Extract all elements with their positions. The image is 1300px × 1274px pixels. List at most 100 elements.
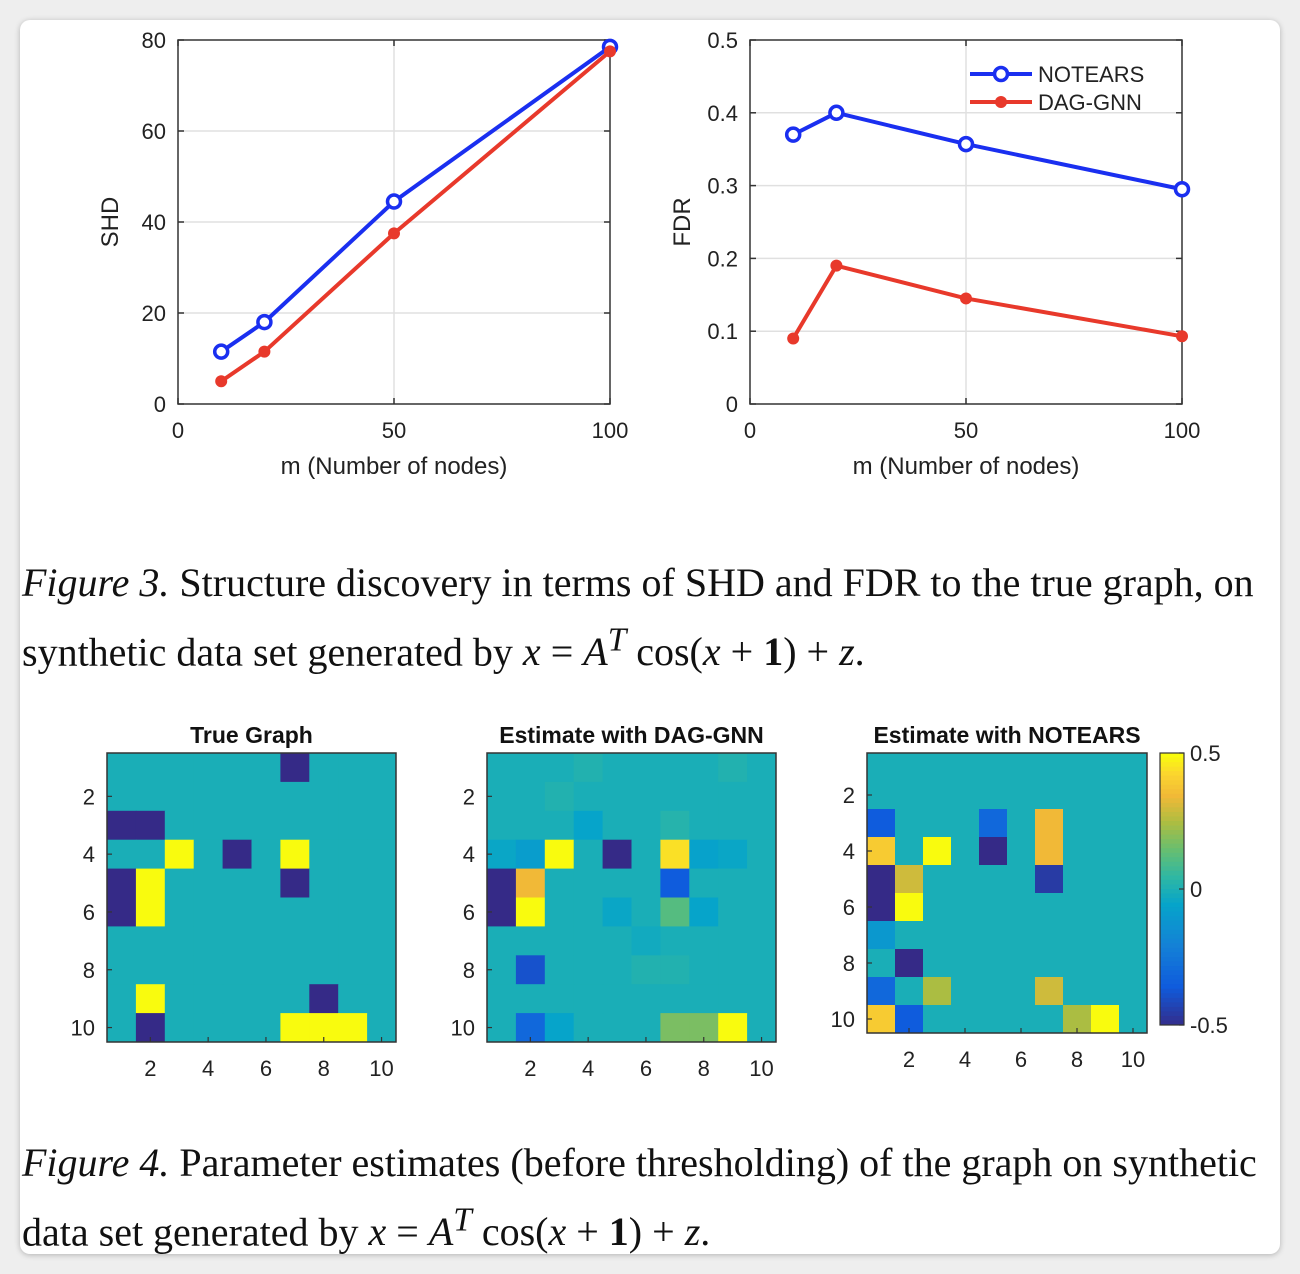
data-point-dag-gnn (604, 45, 616, 58)
colorbar-segment (1160, 816, 1184, 822)
heatmap-cell (251, 781, 281, 812)
heatmap-cell (718, 926, 748, 956)
heatmap-cell (164, 781, 195, 812)
heatmap-cell (338, 1013, 368, 1043)
x-tick-label: 4 (202, 1056, 214, 1081)
x-tick-label: 6 (640, 1056, 652, 1081)
x-tick-label: 4 (582, 1056, 594, 1081)
heatmap-cell (338, 926, 368, 956)
heatmap-cell (338, 984, 368, 1014)
line-chart-1 (177, 38, 619, 405)
heatmap-cell (718, 810, 748, 841)
data-point-dag-gnn (830, 259, 843, 272)
heatmap-cell (689, 955, 719, 985)
heatmap-cell (544, 926, 575, 956)
heatmap-3 (866, 752, 1148, 1034)
data-point-notears (256, 313, 273, 331)
heatmap-cell (631, 839, 661, 870)
heatmap-cell (602, 1013, 632, 1043)
heatmap-cell (1091, 949, 1120, 978)
heatmap-cell (222, 1013, 252, 1043)
heatmap-cell (1035, 1005, 1064, 1034)
heatmap-cell (135, 926, 166, 956)
colorbar-segment (1160, 907, 1184, 913)
heatmap-cell (951, 809, 980, 838)
heatmap-cell (895, 949, 924, 978)
heatmap-cell (1007, 809, 1036, 838)
heatmap-cell (367, 955, 397, 985)
heatmap-cell (222, 753, 252, 783)
heatmap-title: Estimate with NOTEARS (873, 722, 1140, 748)
colorbar-segment (1160, 825, 1184, 831)
heatmap-cell (689, 897, 719, 927)
colorbar-segment (1160, 848, 1184, 854)
heatmap-cell (222, 984, 252, 1014)
heatmap-cell (895, 921, 924, 950)
heatmap-cell (689, 926, 719, 956)
y-tick-label: 8 (83, 958, 95, 983)
heatmap-cell (1063, 781, 1092, 810)
y-tick-label: 80 (142, 28, 166, 53)
heatmap-cell (689, 810, 719, 841)
heatmap-cell (718, 984, 748, 1014)
heatmap-cell (193, 926, 224, 956)
colorbar-segment (1160, 1015, 1184, 1021)
heatmap-cell (107, 810, 137, 841)
heatmap-cell (718, 839, 748, 870)
heatmap-cell (222, 810, 252, 841)
heatmap-cell (1063, 977, 1092, 1006)
y-tick-label: 0.5 (707, 28, 738, 53)
x-tick-label: 8 (1071, 1047, 1083, 1072)
heatmap-cell (923, 837, 952, 866)
x-tick-label: 2 (144, 1056, 156, 1081)
heatmap-cell (1007, 893, 1036, 922)
heatmap-cell (544, 753, 575, 783)
data-point-notears (784, 126, 802, 143)
heatmap-cell (895, 809, 924, 838)
heatmap-cell (631, 753, 661, 783)
heatmap-cell (951, 837, 980, 866)
heatmap-cell (193, 984, 224, 1014)
colorbar-segment (1160, 893, 1184, 899)
heatmap-cell (193, 839, 224, 870)
heatmap-cell (747, 868, 777, 898)
colorbar-segment (1160, 753, 1184, 759)
colorbar-segment (1160, 997, 1184, 1003)
colorbar-segment (1160, 925, 1184, 931)
heatmap-cell (979, 809, 1008, 838)
heatmap-cell (923, 949, 952, 978)
x-tick-label: 2 (903, 1047, 915, 1072)
heatmap-cell (107, 926, 137, 956)
heatmap-cell (689, 868, 719, 898)
heatmap-cell (251, 926, 281, 956)
heatmap-cell (544, 868, 575, 898)
heatmap-cell (487, 868, 517, 898)
heatmap-cell (107, 753, 137, 783)
figure-card (20, 20, 1280, 1254)
heatmap-cell (1063, 893, 1092, 922)
heatmap-cell (1035, 753, 1064, 782)
colorbar-segment (1160, 916, 1184, 922)
heatmap-cell (1063, 921, 1092, 950)
heatmap-cell (367, 897, 397, 927)
heatmap-cell (1007, 949, 1036, 978)
heatmap-cell (867, 753, 896, 782)
heatmap-cell (951, 893, 980, 922)
heatmap-cell (951, 921, 980, 950)
heatmap-cell (135, 839, 166, 870)
data-point-notears (212, 343, 230, 360)
colorbar-segment (1160, 943, 1184, 949)
heatmap-cell (1035, 809, 1064, 838)
heatmap-cell (280, 753, 310, 783)
colorbar-segment (1160, 780, 1184, 786)
heatmap-cell (895, 893, 924, 922)
heatmap-cell (544, 839, 575, 870)
heatmap-cell (487, 984, 517, 1014)
heatmap-cell (573, 926, 604, 956)
data-point-dag-gnn (960, 292, 972, 305)
heatmap-cell (951, 781, 980, 810)
heatmap-cell (280, 926, 310, 956)
data-point-notears (1173, 180, 1191, 198)
heatmap-cell (367, 810, 397, 841)
heatmap-cell (1063, 753, 1092, 782)
